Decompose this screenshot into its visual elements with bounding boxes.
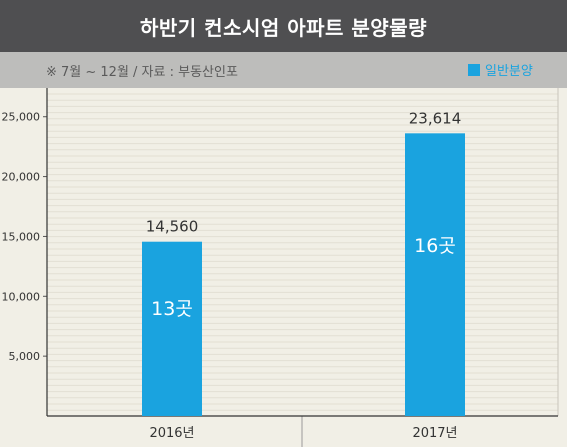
y-tick-label: 20,000 [2,171,41,184]
title-bar: 하반기 컨소시엄 아파트 분양물량 [0,0,567,52]
bar-value-label: 14,560 [146,218,199,236]
y-tick-label: 25,000 [2,111,41,124]
legend-label: 일반분양 [485,64,533,79]
y-tick-label: 5,000 [9,350,41,363]
x-tick-label: 2016년 [149,426,194,441]
legend-swatch [468,63,480,76]
y-tick-label: 15,000 [2,230,41,243]
bar-inner-label: 16곳 [414,235,456,257]
y-tick-label: 10,000 [2,290,41,303]
source-note: ※ 7월 ~ 12월 / 자료 : 부동산인포 [46,65,238,80]
chart-title: 하반기 컨소시엄 아파트 분양물량 [140,15,427,40]
bar-value-label: 23,614 [409,109,462,127]
bar [142,241,202,416]
subtitle-bar: ※ 7월 ~ 12월 / 자료 : 부동산인포 일반분양 [0,52,567,88]
legend: 일반분양 [468,60,533,79]
bar [405,133,465,416]
x-tick-label: 2017년 [412,426,457,441]
bar-inner-label: 13곳 [151,298,193,320]
